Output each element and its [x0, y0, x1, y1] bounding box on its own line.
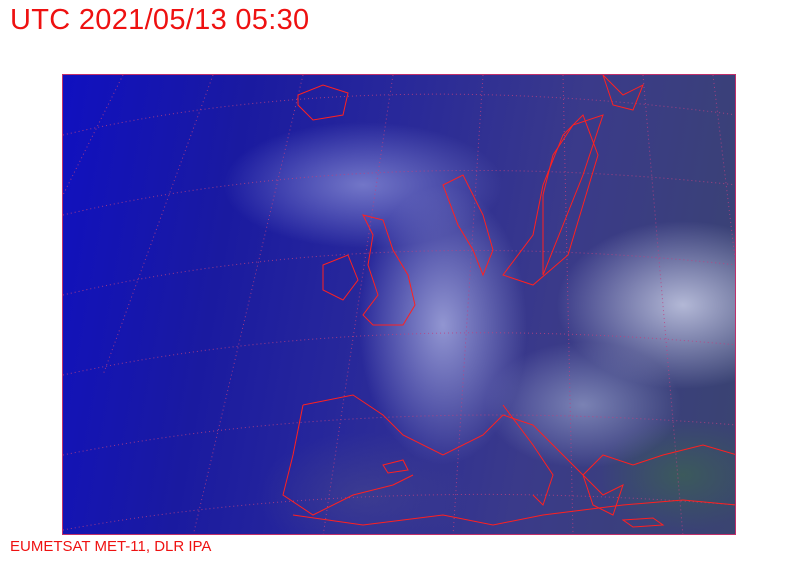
map-overlay	[63, 75, 735, 534]
graticule	[63, 75, 735, 534]
satellite-image	[62, 74, 736, 535]
coastlines	[282, 75, 735, 528]
timestamp-title: UTC 2021/05/13 05:30	[10, 4, 310, 36]
source-credit: EUMETSAT MET-11, DLR IPA	[10, 538, 212, 555]
